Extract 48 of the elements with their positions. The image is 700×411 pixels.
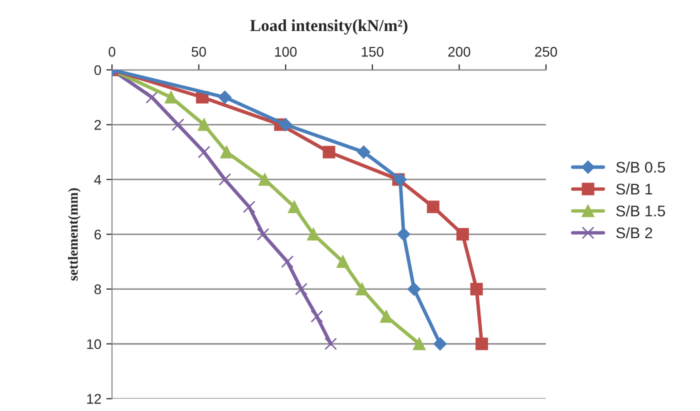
point [281, 255, 294, 268]
point [380, 310, 393, 323]
point [434, 337, 447, 350]
point [322, 146, 336, 158]
point [164, 91, 178, 104]
point [146, 91, 158, 104]
chart-title: Load intensity(kN/m²) [250, 19, 408, 35]
point [336, 255, 350, 268]
y-tick-label: 0 [94, 65, 102, 76]
y-axis-title: settlement(mm) [68, 188, 81, 281]
legend-label: S/B 2 [616, 227, 652, 238]
x-tick-label: 0 [108, 46, 116, 57]
x-tick-label: 200 [448, 46, 470, 57]
y-tick-label: 6 [94, 230, 101, 240]
legend-label: S/B 1 [616, 183, 652, 195]
point [242, 200, 256, 214]
x-tick-label: 250 [535, 46, 558, 57]
point [397, 228, 410, 241]
point [470, 282, 483, 296]
point [198, 118, 210, 131]
y-tick-label: 12 [87, 394, 101, 404]
y-tick-label: 10 [87, 339, 102, 350]
x-tick-label: 150 [362, 46, 384, 57]
point [356, 282, 368, 296]
point [413, 338, 426, 350]
point [288, 200, 301, 214]
point [218, 173, 232, 186]
point [279, 118, 292, 132]
legend-label: S/B 0.5 [616, 161, 666, 173]
point [172, 118, 184, 131]
point [324, 338, 337, 350]
point [456, 228, 469, 241]
y-tick-label: 2 [94, 120, 101, 130]
point [256, 228, 270, 241]
point [476, 338, 488, 350]
point [218, 90, 232, 104]
legend-label: S/B 1.5 [616, 205, 666, 216]
point [294, 282, 308, 296]
y-tick-label: 8 [94, 284, 101, 294]
point [310, 310, 324, 323]
y-tick-label: 4 [94, 174, 102, 185]
x-tick-label: 100 [275, 46, 297, 57]
point [220, 146, 233, 158]
point [407, 282, 421, 296]
point [198, 146, 210, 158]
point [357, 145, 370, 159]
point [426, 200, 440, 214]
x-tick-label: 50 [192, 46, 206, 57]
